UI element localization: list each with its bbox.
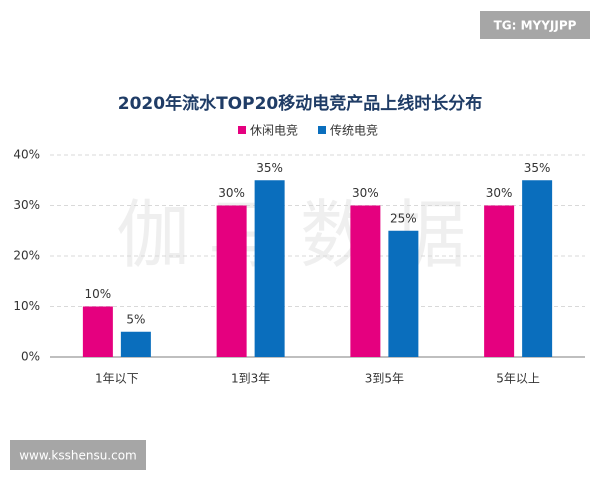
y-tick-label: 0% [21,350,40,364]
bar [216,205,247,357]
bar [120,331,151,357]
x-tick-label: 1年以下 [95,372,139,386]
bar [82,306,113,357]
x-tick-label: 1到3年 [231,372,270,386]
legend-swatch [238,126,246,134]
y-tick-label: 20% [13,249,40,263]
watermark-box [480,11,590,39]
chart-title: 2020年流水TOP20移动电竞产品上线时长分布 [118,93,482,114]
value-label: 35% [524,161,551,175]
x-tick-label: 3到5年 [365,372,404,386]
value-label: 10% [85,287,112,301]
value-label: 35% [256,161,283,175]
value-label: 30% [352,186,379,200]
x-tick-label: 5年以上 [496,372,540,386]
legend-swatch [318,126,326,134]
value-label: 5% [126,312,145,326]
value-label: 25% [390,211,417,225]
legend-label: 传统电竞 [330,123,378,138]
bar [350,205,381,357]
bar [484,205,515,357]
watermark: TG: MYYJJPP [494,19,577,33]
y-tick-label: 10% [13,299,40,313]
y-tick-label: 30% [13,198,40,212]
value-label: 30% [486,186,513,200]
legend-label: 休闲电竞 [250,124,298,138]
bar [388,230,419,357]
bar [254,180,285,357]
watermark: www.ksshensu.com [19,449,137,463]
value-label: 30% [218,186,245,200]
y-tick-label: 40% [13,148,40,162]
bar [522,180,553,357]
watermark-box [10,440,146,470]
